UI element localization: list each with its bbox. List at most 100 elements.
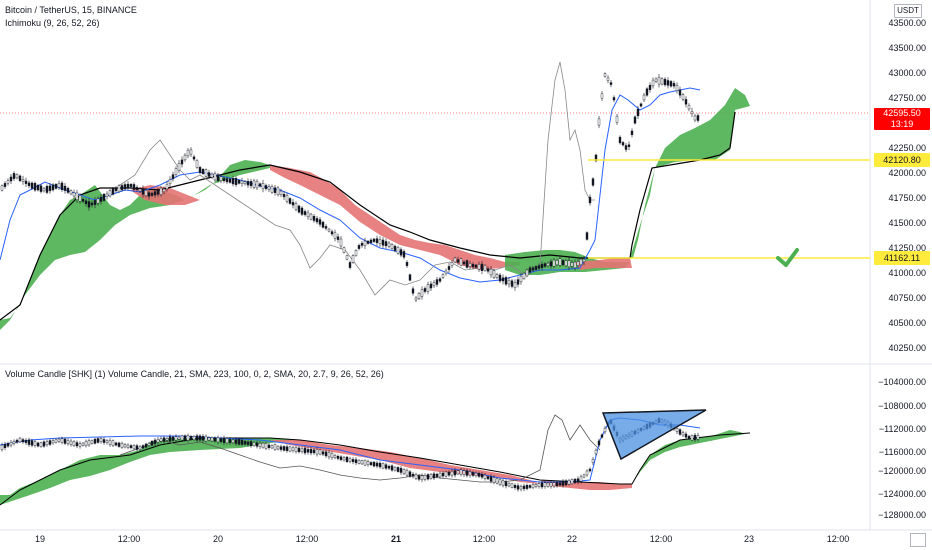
time-tick: 23 bbox=[743, 534, 755, 544]
volume-tick: −112000.00 bbox=[878, 424, 926, 434]
symbol-legend[interactable]: Bitcoin / TetherUS, 15, BINANCE bbox=[5, 5, 137, 15]
candle bbox=[435, 279, 439, 285]
candle bbox=[576, 261, 580, 266]
candle bbox=[573, 478, 577, 484]
candle bbox=[318, 219, 322, 225]
candle bbox=[468, 263, 472, 267]
volume-legend[interactable]: Volume Candle [SHK] (1) Volume Candle, 2… bbox=[5, 369, 384, 379]
candle bbox=[159, 187, 163, 195]
candle bbox=[411, 473, 415, 477]
candle bbox=[648, 85, 652, 90]
candle bbox=[522, 485, 526, 490]
candle bbox=[267, 444, 271, 448]
candle bbox=[336, 456, 340, 459]
candle bbox=[315, 218, 319, 223]
settings-icon[interactable] bbox=[910, 533, 926, 547]
candle bbox=[402, 251, 406, 258]
ichimoku-cloud bbox=[0, 88, 750, 330]
candle bbox=[201, 436, 205, 441]
candle bbox=[84, 440, 88, 447]
candle bbox=[150, 192, 154, 196]
candle bbox=[651, 79, 655, 87]
candle bbox=[120, 442, 124, 448]
candle bbox=[552, 259, 556, 267]
candle bbox=[420, 475, 424, 480]
candle bbox=[387, 465, 391, 469]
candle bbox=[348, 262, 352, 268]
candle bbox=[546, 482, 550, 487]
candle bbox=[255, 442, 259, 447]
candle bbox=[183, 154, 187, 161]
candle bbox=[345, 456, 349, 462]
candle bbox=[390, 243, 394, 249]
indicator-legend[interactable]: Ichimoku (9, 26, 52, 26) bbox=[5, 18, 100, 28]
candle bbox=[297, 205, 301, 213]
candle bbox=[477, 264, 481, 270]
candle bbox=[561, 260, 565, 266]
check-icon bbox=[776, 248, 799, 267]
candle bbox=[420, 289, 424, 297]
candle bbox=[162, 437, 166, 442]
candle bbox=[237, 439, 241, 445]
price-tick: 41250.00 bbox=[888, 243, 926, 253]
volume-tick: −116000.00 bbox=[878, 447, 926, 457]
candle bbox=[318, 449, 322, 455]
candle bbox=[171, 436, 175, 441]
candle bbox=[576, 478, 580, 483]
candle bbox=[285, 195, 289, 202]
candle bbox=[6, 180, 10, 184]
conversion-line bbox=[0, 87, 701, 283]
candle bbox=[219, 438, 223, 442]
candle bbox=[408, 274, 412, 281]
candle bbox=[207, 437, 211, 441]
candle bbox=[666, 80, 670, 86]
time-tick: 12:00 bbox=[117, 534, 141, 544]
candle bbox=[657, 77, 661, 85]
candle bbox=[216, 437, 220, 443]
candle bbox=[540, 263, 544, 269]
candle bbox=[390, 465, 394, 471]
candle bbox=[99, 196, 103, 202]
time-tick: 12:00 bbox=[826, 534, 850, 544]
candle bbox=[237, 180, 241, 184]
candle bbox=[174, 436, 178, 441]
candle bbox=[123, 184, 127, 190]
candle bbox=[27, 439, 31, 445]
candle bbox=[309, 449, 313, 454]
candle bbox=[585, 470, 589, 476]
candle bbox=[111, 440, 115, 446]
candle bbox=[123, 444, 127, 448]
candle bbox=[129, 183, 133, 188]
candle bbox=[396, 467, 400, 472]
candle bbox=[141, 188, 145, 195]
candle bbox=[171, 174, 175, 179]
candle bbox=[306, 449, 310, 453]
level-tag-lower: 41162.11 bbox=[874, 251, 930, 265]
candle bbox=[468, 471, 472, 476]
candle bbox=[438, 472, 442, 478]
candle bbox=[573, 261, 577, 269]
candle bbox=[417, 475, 421, 480]
candle bbox=[402, 469, 406, 474]
candle bbox=[153, 439, 157, 445]
candle bbox=[693, 115, 697, 121]
candle bbox=[531, 484, 535, 488]
volume-tick: −120000.00 bbox=[878, 466, 926, 476]
currency-badge[interactable]: USDT bbox=[894, 4, 922, 18]
time-tick: 12:00 bbox=[295, 534, 319, 544]
triangle-pattern[interactable] bbox=[601, 409, 707, 461]
candle bbox=[252, 180, 256, 188]
candle bbox=[24, 440, 28, 443]
candle bbox=[582, 474, 586, 478]
candle bbox=[159, 438, 163, 442]
price-tick: 42000.00 bbox=[888, 168, 926, 178]
candle bbox=[675, 428, 679, 432]
candle bbox=[540, 482, 544, 488]
candle bbox=[423, 475, 427, 480]
candle bbox=[579, 259, 583, 265]
candle bbox=[321, 221, 325, 228]
candle bbox=[126, 444, 130, 448]
candle bbox=[291, 447, 295, 451]
